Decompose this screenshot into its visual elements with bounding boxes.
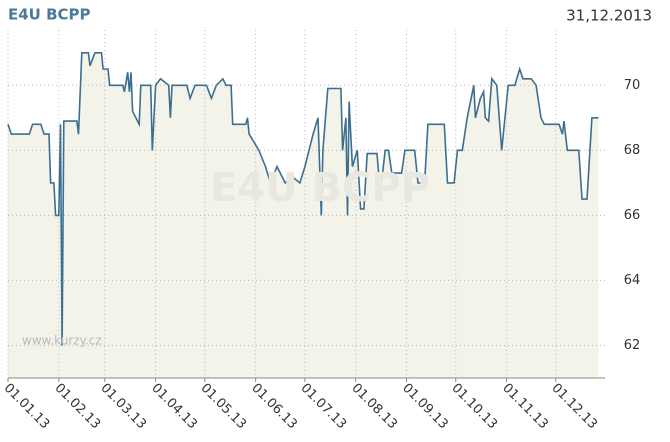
chart-date: 31,12.2013 (566, 7, 652, 25)
chart-title: E4U BCPP (8, 6, 91, 24)
y-tick-label: 64 (624, 273, 641, 288)
source-label: www.kurzy.cz (22, 334, 102, 348)
watermark: E4U BCPP (210, 165, 430, 211)
y-tick-label: 68 (624, 143, 641, 158)
y-tick-label: 70 (624, 78, 641, 93)
y-tick-label: 62 (624, 338, 641, 353)
y-tick-label: 66 (624, 208, 641, 223)
price-line (7, 52, 599, 346)
